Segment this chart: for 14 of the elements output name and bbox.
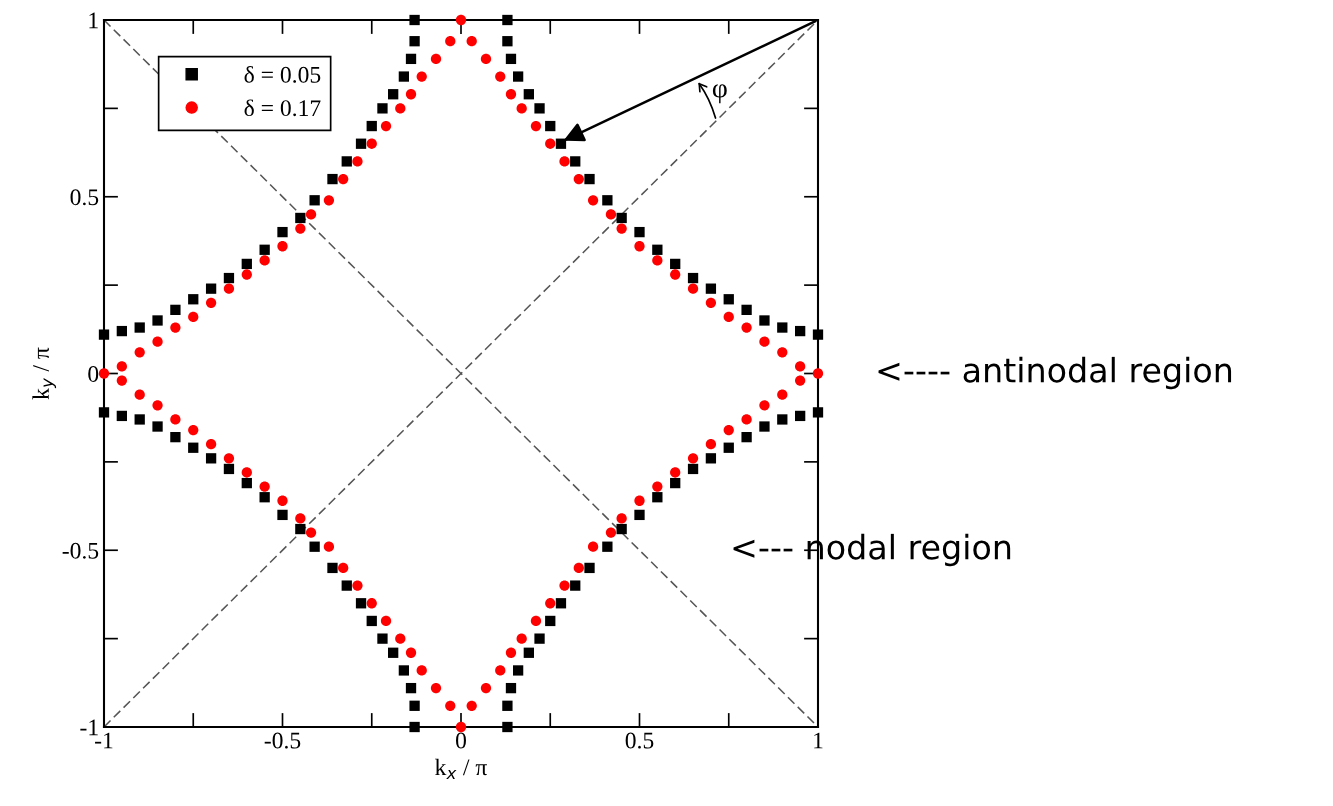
y-tick-label: 0.5 — [70, 189, 99, 206]
y-tick-label: 0 — [88, 365, 99, 382]
x-tick-label: 0 — [456, 732, 466, 749]
x-tick-label: 0.5 — [625, 732, 654, 749]
y-axis-title: k$_{y}$ / π — [32, 347, 57, 400]
legend-label: δ = 0.05 — [244, 66, 321, 83]
legend-label: δ = 0.17 — [244, 99, 321, 117]
y-tick-label: -0.5 — [62, 542, 99, 559]
annotation: φ — [712, 84, 727, 104]
text: <---- antinodal region — [878, 356, 1232, 390]
y-tick-label: 1 — [89, 12, 98, 29]
x-tick-label: 1 — [814, 732, 823, 749]
x-tick-label: -0.5 — [264, 732, 301, 749]
x-axis-title: k$_{x}$ / π — [435, 758, 487, 779]
